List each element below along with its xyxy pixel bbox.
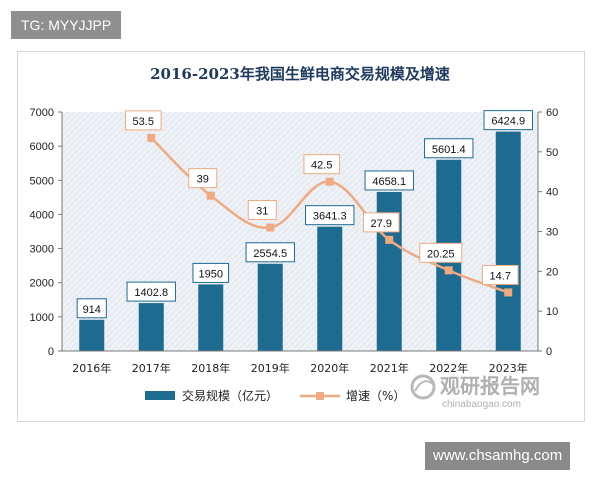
bar: [257, 263, 283, 351]
bar-value-label-text: 1950: [199, 268, 223, 280]
y-tick-right-label: 0: [546, 346, 552, 358]
bar-value-label: 1950: [192, 262, 230, 283]
y-tick-left-label: 4000: [30, 209, 54, 221]
bar-value-label: 2554.5: [245, 242, 295, 263]
growth-value-label: 20.25: [419, 242, 463, 263]
y-tick-left-label: 2000: [30, 278, 54, 290]
watermark-domain: chinabaogao.com: [442, 399, 521, 410]
y-tick-right-label: 60: [546, 107, 558, 119]
bar-value-label-box: [192, 262, 230, 283]
bar-value-label-text: 5601.4: [432, 144, 466, 156]
y-tick-left-label: 1000: [30, 312, 54, 324]
bar-value-label: 4658.1: [364, 170, 414, 191]
bar-value-label-box: [245, 242, 295, 263]
growth-value-label-text: 42.5: [311, 160, 332, 172]
bar: [495, 131, 521, 351]
growth-marker: [147, 133, 156, 142]
growth-marker: [325, 177, 334, 186]
growth-value-label-box: [247, 200, 277, 221]
bar-value-label-text: 2554.5: [253, 248, 287, 260]
bar-value-label-box: [483, 110, 533, 131]
growth-value-label-box: [188, 168, 218, 189]
bar-value-label-box: [424, 138, 474, 159]
bar: [198, 284, 224, 351]
y-tick-right-label: 10: [546, 306, 558, 318]
growth-value-label-box: [124, 110, 162, 131]
bar-value-label: 6424.9: [483, 110, 533, 131]
legend-bar-swatch: [145, 391, 175, 400]
growth-value-label: 31: [247, 200, 277, 221]
growth-value-label-box: [481, 264, 519, 285]
growth-marker: [444, 266, 453, 275]
bar-value-label-text: 4658.1: [372, 176, 406, 188]
growth-value-label: 42.5: [303, 154, 341, 175]
x-tick-label: 2022年: [429, 361, 468, 375]
growth-value-label-text: 20.25: [427, 248, 455, 260]
growth-value-label: 27.9: [362, 212, 400, 233]
bar-value-label-box: [126, 281, 176, 302]
bar-value-label-text: 3641.3: [313, 211, 347, 223]
bar-value-label-text: 1402.8: [134, 287, 168, 299]
bar-value-label: 5601.4: [424, 138, 474, 159]
y-tick-left-label: 6000: [30, 141, 54, 153]
watermark-brand: 观研报告网: [440, 374, 540, 398]
legend: 交易规模（亿元） 增速（%）: [145, 388, 405, 403]
watermark: 观研报告网 chinabaogao.com: [410, 374, 540, 410]
growth-marker: [266, 223, 275, 232]
watermark-logo-icon: [410, 374, 436, 400]
growth-value-label-text: 31: [256, 206, 268, 218]
growth-value-label-box: [419, 242, 463, 263]
legend-bar-label: 交易规模（亿元）: [182, 388, 278, 403]
y-tick-right-label: 20: [546, 266, 558, 278]
bar-value-label-box: [305, 205, 355, 226]
x-tick-label: 2020年: [310, 361, 349, 375]
growth-marker: [504, 288, 513, 297]
bar-value-label-box: [364, 170, 414, 191]
x-tick-label: 2021年: [370, 361, 409, 375]
y-tick-left-label: 3000: [30, 244, 54, 256]
x-tick-label: 2016年: [72, 361, 111, 375]
legend-line-label: 增速（%）: [346, 389, 405, 403]
x-tick-label: 2018年: [191, 361, 230, 375]
y-tick-right-label: 30: [546, 227, 558, 239]
bar-value-label: 914: [76, 298, 107, 319]
growth-value-label-box: [362, 212, 400, 233]
footer-url: www.chsamhg.com: [425, 442, 571, 470]
bar: [317, 226, 343, 351]
growth-value-label-text: 14.7: [490, 270, 511, 282]
y-tick-left-label: 0: [48, 346, 54, 358]
bar-value-label-box: [76, 298, 107, 319]
bar-value-label-text: 6424.9: [491, 116, 525, 128]
y-tick-right-label: 50: [546, 147, 558, 159]
y-tick-right-label: 40: [546, 187, 558, 199]
bar: [79, 319, 105, 351]
growth-value-label-text: 53.5: [133, 116, 154, 128]
legend-line-marker: [316, 392, 324, 400]
growth-value-label-text: 39: [197, 174, 209, 186]
x-tick-label: 2023年: [489, 361, 528, 375]
y-tick-left-label: 5000: [30, 175, 54, 187]
growth-marker: [385, 235, 394, 244]
growth-marker: [206, 191, 215, 200]
growth-value-label-text: 27.9: [371, 218, 392, 230]
source-tag: TG: MYYJJPP: [11, 11, 122, 39]
growth-value-label-box: [303, 154, 341, 175]
y-tick-left-label: 7000: [30, 107, 54, 119]
bar-value-label-text: 914: [83, 304, 101, 316]
bar: [138, 303, 164, 351]
x-tick-label: 2017年: [132, 361, 171, 375]
bar-value-label: 1402.8: [126, 281, 176, 302]
growth-value-label: 14.7: [481, 264, 519, 285]
bar-value-label: 3641.3: [305, 205, 355, 226]
chart-title: 2016-2023年我国生鲜电商交易规模及增速: [150, 65, 450, 83]
growth-value-label: 39: [188, 168, 218, 189]
x-tick-label: 2019年: [251, 361, 290, 375]
growth-value-label: 53.5: [124, 110, 162, 131]
